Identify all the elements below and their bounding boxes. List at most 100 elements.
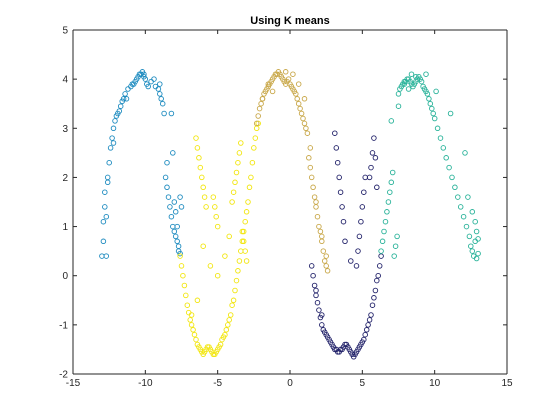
x-tick-label: 10 [429,378,441,389]
data-point [131,81,137,87]
data-point [293,91,299,97]
data-point [199,174,205,181]
data-point [229,302,235,308]
data-point [375,272,381,279]
cluster-3-points [253,69,331,274]
data-point [194,145,201,151]
data-point [193,336,199,343]
data-point [180,272,186,279]
data-point [314,299,321,306]
data-point [197,164,204,171]
data-point [388,179,395,186]
data-point [313,292,319,299]
data-point [378,253,384,259]
x-tick-label: 0 [287,378,293,389]
data-point [152,83,159,90]
data-point [295,81,302,87]
data-point [258,100,264,107]
y-tick-label: -1 [59,320,68,331]
data-point [102,204,108,210]
data-point [207,263,214,269]
data-point [389,169,396,176]
data-point [323,253,329,259]
data-point [369,302,376,308]
data-point [253,125,260,132]
data-point [308,263,315,269]
data-point [308,174,315,181]
data-point [294,96,300,102]
data-point [304,130,311,136]
data-point [157,91,163,97]
data-point [236,150,243,156]
cluster-4-points [308,130,384,360]
data-point [368,312,374,318]
data-point [183,292,189,299]
data-point [256,105,263,112]
data-point [110,140,117,146]
data-point [235,268,241,274]
data-point [300,115,306,122]
data-point [337,189,344,195]
chart-title: Using K means [250,15,329,27]
data-point [246,184,253,191]
data-point [401,81,408,87]
data-point [307,145,314,151]
y-tick-label: 5 [62,26,68,37]
y-tick-label: 0 [62,271,68,282]
data-point [449,174,455,181]
data-point [188,322,195,328]
data-point [269,88,276,95]
data-point [172,209,179,215]
data-point [430,110,436,117]
data-point [265,81,272,87]
data-point [164,184,170,191]
data-point [431,115,438,122]
data-point [158,96,164,102]
data-point [109,135,115,141]
data-point [232,287,238,294]
data-point [295,100,302,107]
data-point [222,253,228,259]
data-point [100,238,107,245]
data-point [313,199,319,205]
data-point [363,327,370,333]
data-point [369,150,376,156]
y-tick-label: -2 [59,370,68,381]
data-point [177,194,183,200]
data-point [307,164,314,171]
data-point [447,110,454,117]
data-point [455,194,461,200]
data-point [336,174,342,181]
data-point [319,233,325,240]
data-point [177,253,183,259]
data-point [319,312,325,318]
data-point [200,184,206,191]
data-point [384,209,390,215]
data-point [317,228,324,235]
data-point [259,96,266,102]
data-point [184,302,191,308]
data-point [178,263,185,269]
data-point [301,96,308,102]
data-point [465,194,471,200]
data-point [290,71,296,77]
data-point [463,223,470,230]
data-point [313,287,319,294]
data-point [170,150,176,156]
x-tick-label: 15 [501,378,513,389]
data-point [353,263,360,269]
data-point [223,327,230,333]
x-tick-label: -10 [138,378,153,389]
data-point [106,159,112,166]
x-tick-label: 5 [360,378,366,389]
data-point [172,233,179,240]
data-point [310,272,316,279]
data-point [452,184,458,191]
data-point [226,233,232,240]
data-point [443,155,449,161]
data-point [339,204,345,210]
data-point [159,100,166,107]
data-point [104,179,111,186]
data-point [473,228,480,235]
data-point [155,86,162,92]
